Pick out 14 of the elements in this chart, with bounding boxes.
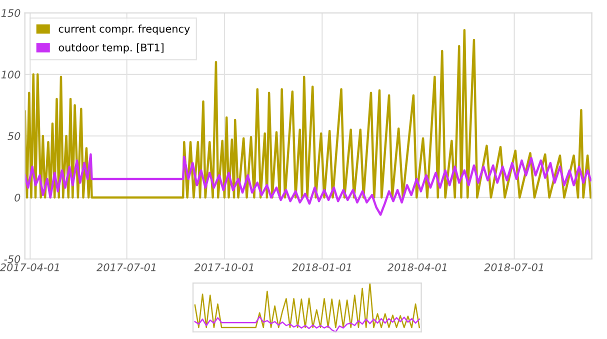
legend-label: current compr. frequency: [58, 24, 190, 35]
y-tick-label: 50: [8, 132, 20, 140]
x-tick-label: 2018-01-01: [292, 263, 351, 272]
y-tick-label: 150: [1, 9, 20, 17]
x-tick-label: 2017-07-01: [96, 263, 156, 272]
y-tick-label: -50: [4, 255, 20, 264]
x-tick-label: 2018-07-01: [484, 263, 544, 272]
x-tick-label: 2017-10-01: [194, 263, 254, 272]
y-tick-label: 0: [14, 194, 20, 202]
line-series: [24, 153, 592, 216]
x-tick-label: 2018-04-01: [387, 263, 446, 272]
y-tick-label: 100: [1, 70, 20, 79]
x-tick-label: 2017-04-01: [0, 263, 59, 272]
legend-label: outdoor temp. [BT1]: [58, 43, 164, 54]
